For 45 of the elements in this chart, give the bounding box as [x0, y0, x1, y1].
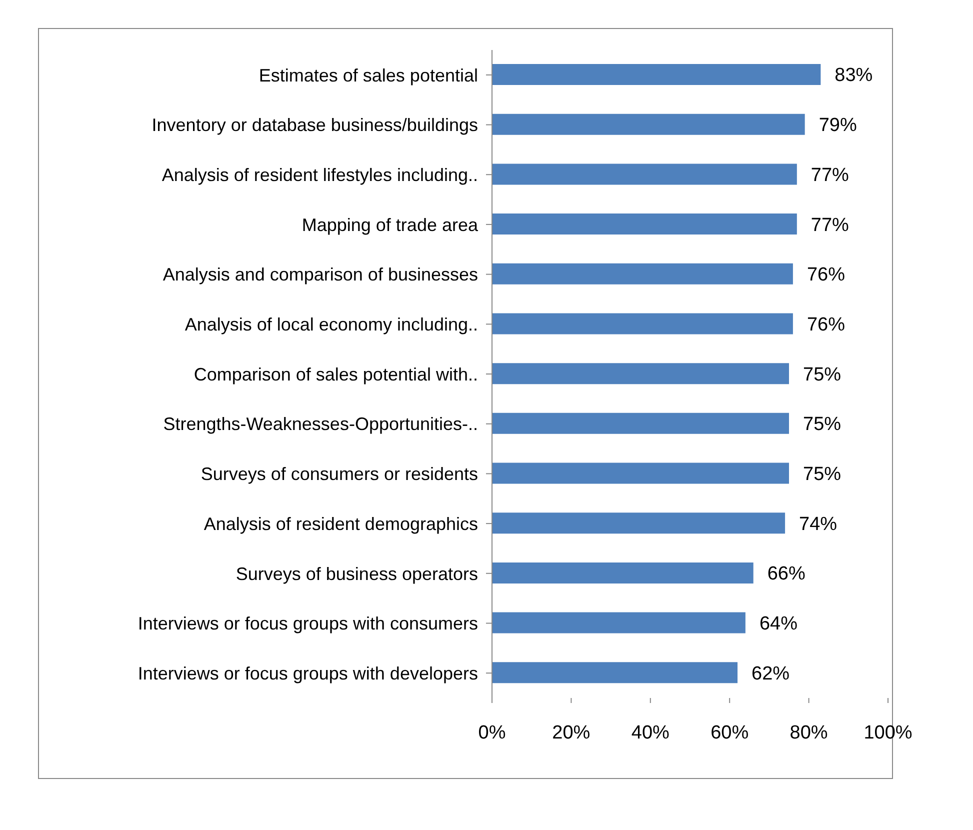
bar: [492, 512, 786, 534]
data-label: 66%: [767, 564, 806, 585]
y-tick-label: Surveys of consumers or residents: [200, 464, 478, 484]
data-label: 76%: [806, 314, 846, 336]
y-tick-label: Surveys of business operators: [236, 564, 478, 584]
y-tick-label: Interviews or focus groups with consumers: [138, 614, 478, 634]
data-label: 77%: [810, 214, 850, 236]
data-label: 75%: [803, 464, 842, 486]
y-tick-label: Analysis of local economy including..: [184, 314, 478, 335]
x-tick-label: 20%: [552, 722, 590, 744]
y-tick-label: Analysis of resident lifestyles including..: [162, 165, 478, 186]
y-tick-label: Mapping of trade area: [302, 214, 479, 235]
y-tick-label: Interviews or focus groups with developers: [138, 663, 478, 684]
y-tick-label: Comparison of sales potential with..: [194, 364, 478, 384]
bar: [492, 562, 754, 584]
bar: [492, 64, 821, 85]
y-tick-label: Analysis of resident demographics: [204, 514, 478, 534]
data-label: 83%: [834, 65, 873, 86]
bar: [492, 612, 746, 634]
data-label: 77%: [810, 164, 850, 186]
data-label: 75%: [803, 364, 842, 386]
x-tick-label: 40%: [631, 722, 670, 744]
y-tick-label: Estimates of sales potential: [258, 65, 478, 86]
x-tick-label: 60%: [710, 722, 749, 744]
bar: [492, 662, 738, 684]
x-tick-label: 100%: [864, 722, 912, 744]
bar: [492, 214, 797, 235]
y-tick-label: Analysis and comparison of businesses: [162, 264, 478, 285]
bar: [492, 114, 805, 135]
data-label: 79%: [818, 115, 857, 136]
data-label: 64%: [759, 614, 798, 635]
x-tick-label: 0%: [478, 722, 506, 744]
bar: [492, 462, 789, 484]
data-label: 75%: [803, 414, 842, 436]
bar: [492, 363, 789, 384]
bar: [492, 313, 793, 334]
bar: [492, 412, 789, 434]
y-tick-label: Inventory or database business/buildings: [152, 115, 478, 136]
data-label: 62%: [752, 663, 790, 684]
data-label: 74%: [799, 514, 838, 535]
data-label: 76%: [806, 264, 846, 286]
bar: [492, 263, 793, 284]
x-tick-label: 80%: [790, 722, 828, 744]
y-tick-label: Strengths-Weaknesses-Opportunities-..: [163, 414, 478, 434]
bar: [492, 164, 797, 185]
